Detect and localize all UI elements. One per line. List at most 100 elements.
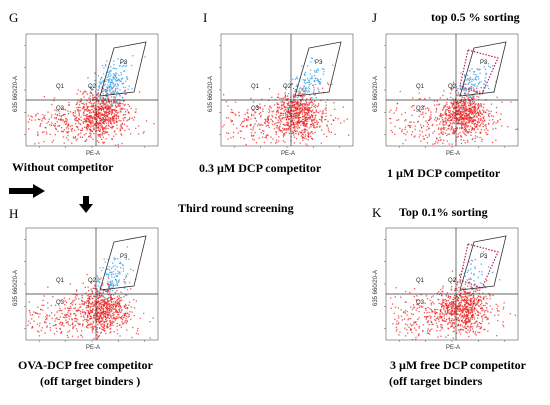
cell-dot bbox=[267, 116, 269, 118]
cell-dot bbox=[98, 291, 101, 293]
cell-dot bbox=[260, 124, 262, 126]
cell-dot bbox=[247, 116, 249, 118]
cell-dot bbox=[405, 133, 407, 136]
cell-dot bbox=[100, 310, 102, 312]
cell-dot bbox=[100, 331, 102, 333]
cell-dot bbox=[295, 103, 297, 105]
cell-dot bbox=[298, 103, 300, 105]
cell-dot-gated bbox=[492, 65, 494, 67]
cell-dot bbox=[320, 99, 322, 102]
cell-dot bbox=[27, 115, 30, 117]
cell-dot bbox=[474, 116, 476, 118]
cell-dot bbox=[93, 338, 95, 340]
cell-dot bbox=[39, 125, 41, 127]
cell-dot bbox=[92, 315, 95, 317]
cell-dot bbox=[71, 124, 73, 127]
cell-dot-gated bbox=[479, 68, 481, 70]
cell-dot bbox=[451, 119, 453, 121]
cell-dot-gated bbox=[471, 78, 473, 81]
cell-dot bbox=[264, 122, 266, 125]
cell-dot bbox=[110, 109, 112, 111]
cell-dot bbox=[393, 312, 395, 314]
cell-dot bbox=[128, 118, 130, 120]
cell-dot bbox=[85, 91, 87, 93]
cell-dot bbox=[249, 124, 251, 127]
cell-dot bbox=[111, 322, 113, 324]
cell-dot bbox=[106, 304, 108, 306]
cell-dot bbox=[495, 139, 497, 142]
cell-dot bbox=[425, 134, 427, 136]
cell-dot bbox=[79, 123, 81, 125]
cell-dot bbox=[104, 310, 106, 312]
cell-dot bbox=[120, 317, 122, 319]
cell-dot bbox=[288, 112, 290, 115]
cell-dot bbox=[430, 309, 432, 311]
cell-dot bbox=[427, 330, 429, 332]
cell-dot bbox=[457, 102, 460, 104]
cell-dot bbox=[486, 297, 488, 300]
cell-dot bbox=[100, 304, 102, 306]
cell-dot-gated bbox=[465, 79, 467, 81]
cell-dot bbox=[436, 109, 438, 111]
cell-dot-gated bbox=[122, 82, 125, 84]
cell-dot bbox=[459, 123, 461, 125]
cell-dot bbox=[290, 107, 293, 109]
cell-dot-gated bbox=[121, 83, 123, 85]
cell-dot bbox=[108, 125, 110, 127]
cell-dot bbox=[334, 108, 336, 110]
cell-dot bbox=[101, 113, 104, 115]
cell-dot bbox=[112, 312, 114, 315]
cell-dot bbox=[451, 311, 454, 313]
cell-dot bbox=[110, 118, 112, 120]
cell-dot bbox=[117, 311, 120, 313]
cell-dot bbox=[476, 297, 478, 299]
cell-dot bbox=[36, 323, 39, 325]
cell-dot-gated bbox=[110, 70, 112, 72]
cell-dot bbox=[457, 300, 460, 302]
cell-dot bbox=[467, 97, 469, 100]
cell-dot bbox=[449, 107, 451, 109]
cell-dot bbox=[450, 102, 453, 105]
cell-dot bbox=[103, 119, 105, 121]
cell-dot bbox=[100, 277, 102, 279]
cell-dot bbox=[54, 125, 56, 127]
plot-frame bbox=[220, 33, 354, 147]
cell-dot bbox=[253, 125, 255, 127]
cell-dot bbox=[442, 122, 444, 124]
cell-dot bbox=[410, 121, 412, 123]
cell-dot bbox=[111, 126, 113, 128]
cell-dot bbox=[297, 109, 299, 111]
cell-dot bbox=[461, 98, 463, 100]
cell-dot bbox=[291, 101, 293, 103]
cell-dot bbox=[82, 121, 84, 123]
cell-dot bbox=[468, 335, 470, 338]
cell-dot-gated bbox=[118, 280, 120, 282]
cell-dot bbox=[288, 118, 290, 120]
cell-dot bbox=[298, 122, 300, 124]
cell-dot bbox=[478, 96, 480, 98]
cell-dot bbox=[401, 129, 403, 131]
cell-dot bbox=[74, 129, 76, 131]
cell-dot bbox=[90, 126, 92, 128]
cell-dot bbox=[111, 298, 113, 300]
cell-dot bbox=[456, 129, 458, 131]
cell-dot bbox=[464, 117, 466, 119]
cell-dot bbox=[282, 127, 284, 129]
cell-dot bbox=[86, 108, 88, 110]
cell-dot-gated bbox=[109, 83, 112, 85]
cell-dot-gated bbox=[106, 76, 108, 78]
cell-dot bbox=[485, 127, 487, 130]
cell-dot bbox=[427, 123, 429, 126]
cell-dot bbox=[467, 141, 469, 143]
cell-dot bbox=[482, 297, 484, 300]
cell-dot bbox=[312, 132, 314, 135]
cell-dot bbox=[43, 141, 45, 143]
cell-dot bbox=[284, 141, 286, 143]
cell-dot bbox=[475, 126, 477, 128]
cell-dot bbox=[461, 113, 463, 116]
cell-dot bbox=[299, 127, 301, 129]
cell-dot bbox=[473, 299, 476, 301]
cell-dot bbox=[434, 315, 436, 317]
cell-dot bbox=[465, 318, 467, 320]
cell-dot-gated bbox=[467, 79, 469, 81]
